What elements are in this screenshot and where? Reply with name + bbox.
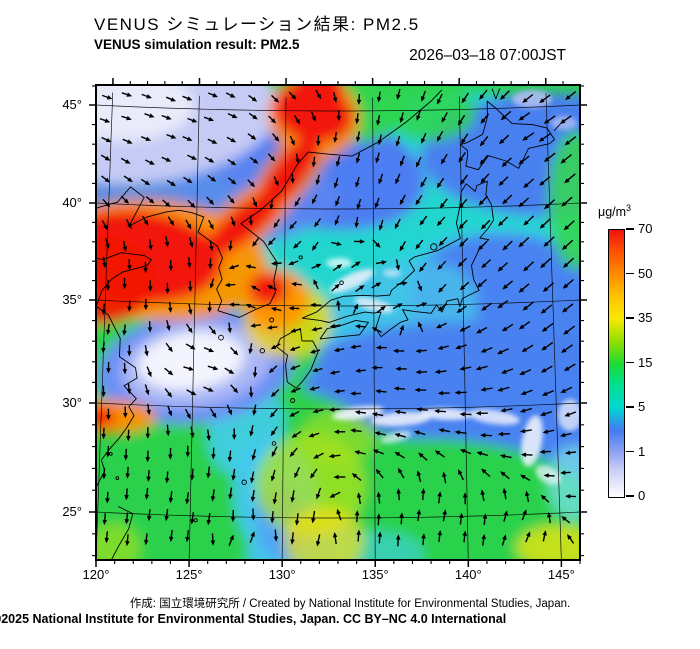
colorbar-label-0: 0 — [638, 488, 646, 503]
y-axis-label-40: 40° — [62, 195, 82, 210]
colorbar-tick — [626, 228, 634, 230]
x-axis-label-125: 125° — [175, 567, 203, 582]
coastline-layer — [96, 88, 565, 560]
colorbar — [608, 229, 625, 498]
x-axis-label-135: 135° — [361, 567, 389, 582]
wind-arrows-layer — [99, 88, 577, 547]
valid-time-label: 2026–03–18 07:00JST — [409, 47, 566, 64]
coast-sakhalin-tip — [491, 88, 501, 100]
x-axis-label-145: 145° — [547, 567, 575, 582]
credit-line: 作成: 国立環境研究所 / Created by National Instit… — [129, 598, 571, 610]
colorbar-tick — [626, 495, 634, 497]
coast-hokkaido — [459, 100, 555, 171]
colorbar-unit-label: μg/m3 — [598, 203, 632, 220]
pm25-field-layer — [96, 85, 580, 560]
map-canvas — [89, 78, 587, 567]
colorbar-tick — [626, 272, 634, 275]
colorbar-label-35: 35 — [638, 310, 653, 325]
x-axis-label-130: 130° — [268, 567, 296, 582]
y-axis-label-45: 45° — [62, 97, 82, 112]
y-axis-label-35: 35° — [62, 292, 82, 307]
colorbar-label-1: 1 — [638, 443, 646, 459]
colorbar-label-50: 50 — [638, 265, 653, 281]
colorbar-label-15: 15 — [638, 354, 653, 370]
coast-honshu — [301, 180, 494, 338]
colorbar-tick — [626, 406, 634, 408]
page-title-english: VENUS simulation result: PM2.5 — [94, 37, 300, 52]
y-axis-label-30: 30° — [62, 395, 82, 410]
colorbar-label-70: 70 — [638, 221, 653, 236]
x-axis-label-120: 120° — [82, 567, 110, 582]
page-title-japanese: VENUS シミュレーション結果: PM2.5 — [94, 15, 420, 34]
colorbar-tick — [626, 317, 634, 319]
y-axis-label-25: 25° — [62, 504, 82, 519]
x-axis-label-140: 140° — [454, 567, 482, 582]
coast-taiwan — [110, 506, 134, 560]
coast-kyushu — [276, 328, 319, 389]
coast-shikoku — [319, 319, 369, 340]
colorbar-tick — [626, 450, 634, 453]
license-line: ©2025 National Institute for Environment… — [0, 612, 507, 626]
coast-china-korea-primorye — [96, 89, 443, 487]
map-frame — [95, 84, 581, 561]
colorbar-tick — [626, 361, 634, 364]
colorbar-label-5: 5 — [638, 399, 646, 414]
